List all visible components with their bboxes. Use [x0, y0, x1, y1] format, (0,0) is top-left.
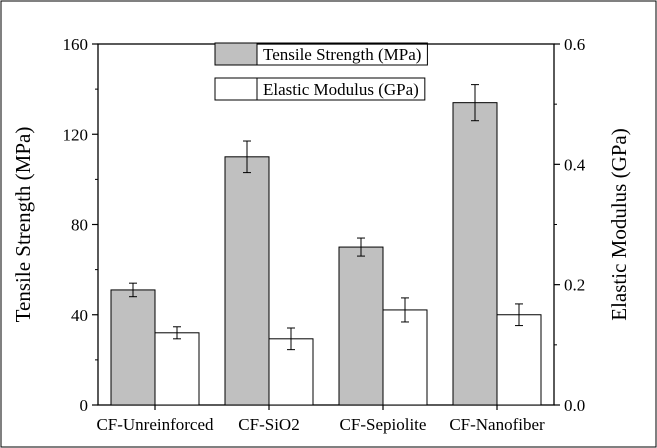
- elastic-modulus-bar: [496, 314, 542, 406]
- error-bar: [173, 326, 181, 340]
- tensile-strength-bar: [110, 289, 156, 406]
- elastic-modulus-bar: [154, 332, 200, 406]
- error-bar: [243, 140, 251, 174]
- error-bars-layer: [129, 84, 523, 351]
- left-axis-label: Tensile Strength (MPa): [11, 127, 35, 323]
- error-bar: [129, 282, 137, 298]
- legend-swatch: [214, 42, 258, 66]
- error-bar: [401, 297, 409, 323]
- left-axis-ticks: 0 40 80 120 160: [63, 35, 98, 415]
- legend: Tensile Strength (MPa) Elastic Modulus (G…: [214, 42, 428, 101]
- x-tick-label: CF-SiO2: [238, 415, 299, 434]
- x-tick-label: CF-Unreinforced: [96, 415, 214, 434]
- right-tick-label: 0.6: [564, 35, 585, 54]
- error-bar: [515, 303, 523, 327]
- right-axis-label: Elastic Modulus (GPa): [607, 128, 631, 320]
- legend-label: Tensile Strength (MPa): [263, 45, 421, 64]
- legend-entry: Elastic Modulus (GPa): [214, 77, 426, 101]
- x-tick-label: CF-Sepiolite: [340, 415, 427, 434]
- right-tick-label: 0.0: [564, 396, 585, 415]
- error-bar: [287, 327, 295, 351]
- x-tick-label: CF-Nanofiber: [449, 415, 545, 434]
- legend-label: Elastic Modulus (GPa): [263, 80, 419, 99]
- left-tick-label: 120: [63, 125, 89, 144]
- legend-swatch: [214, 77, 258, 101]
- legend-label-box: [256, 77, 426, 101]
- error-bar: [357, 237, 365, 257]
- left-tick-label: 0: [80, 396, 89, 415]
- left-tick-label: 40: [71, 306, 88, 325]
- x-axis-ticks: CF-Unreinforced CF-SiO2 CF-Sepiolite CF-Nan…: [96, 405, 545, 434]
- tensile-strength-bar: [452, 102, 498, 406]
- elastic-modulus-bar: [382, 309, 428, 406]
- right-tick-label: 0.4: [564, 155, 586, 174]
- bars-layer: [110, 102, 542, 406]
- left-tick-label: 160: [63, 35, 89, 54]
- right-axis-ticks: 0.0 0.2 0.4 0.6: [554, 35, 586, 415]
- error-bar: [471, 84, 479, 122]
- legend-entry: Tensile Strength (MPa): [214, 42, 428, 66]
- legend-label-box: [256, 42, 428, 66]
- tensile-strength-bar: [224, 156, 270, 406]
- tensile-strength-bar: [338, 246, 384, 406]
- right-tick-label: 0.2: [564, 276, 585, 295]
- left-tick-label: 80: [71, 216, 88, 235]
